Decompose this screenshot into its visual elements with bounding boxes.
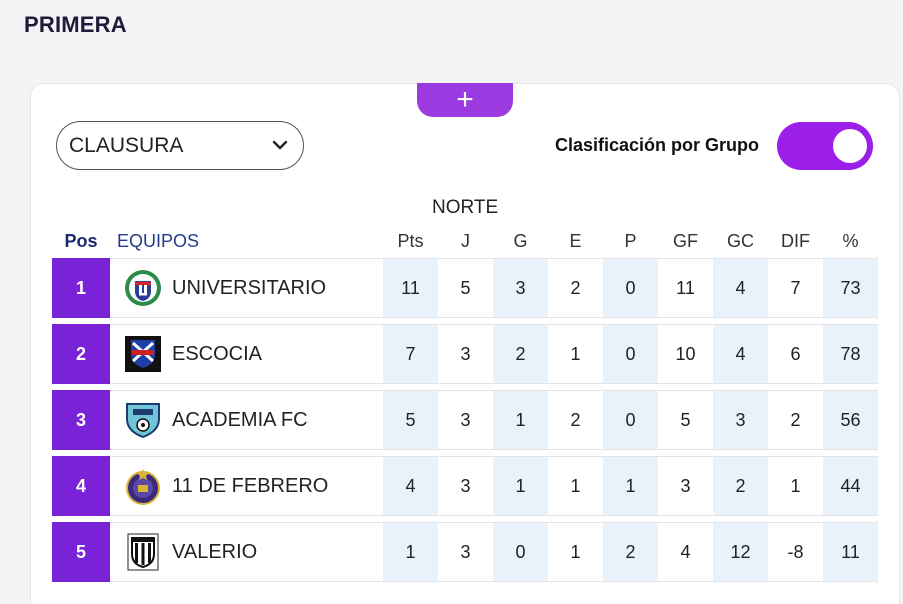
row-pos: 3 (52, 390, 110, 450)
academia-fc-crest-icon (126, 403, 160, 439)
cell-e: 1 (548, 324, 603, 384)
table-row[interactable]: 4 11 DE FEBRERO 4 3 1 1 1 3 2 1 44 (52, 456, 879, 516)
cell-dif: 6 (768, 324, 823, 384)
cell-gc: 3 (713, 390, 768, 450)
cell-pts: 5 (383, 390, 438, 450)
cell-g: 3 (493, 258, 548, 318)
header-j: J (461, 231, 470, 251)
cell-j: 3 (438, 522, 493, 582)
cell-pts: 7 (383, 324, 438, 384)
cell-g: 1 (493, 456, 548, 516)
header-p: P (624, 231, 637, 251)
row-team-name: ESCOCIA (172, 342, 263, 365)
cell-gf: 11 (658, 258, 713, 318)
header-e: E (569, 231, 582, 251)
toggle-knob (833, 129, 867, 163)
universitario-crest-icon (125, 270, 161, 306)
cell-g: 2 (493, 324, 548, 384)
table-row[interactable]: 2 ESCOCIA 7 3 2 1 0 10 4 6 78 (52, 324, 879, 384)
cell-gc: 4 (713, 324, 768, 384)
cell-pct: 78 (823, 324, 878, 384)
escocia-crest-icon (125, 336, 161, 372)
cell-p: 0 (603, 258, 658, 318)
cell-j: 3 (438, 324, 493, 384)
cell-e: 2 (548, 390, 603, 450)
header-pos: Pos (64, 231, 98, 251)
cell-e: 2 (548, 258, 603, 318)
add-button[interactable]: + (417, 83, 513, 117)
cell-gc: 12 (713, 522, 768, 582)
group-toggle-label: Clasificación por Grupo (555, 135, 760, 155)
cell-pct: 11 (823, 522, 878, 582)
header-team: EQUIPOS (117, 231, 200, 251)
row-team: 11 DE FEBRERO (110, 456, 383, 516)
row-team-name: ACADEMIA FC (172, 408, 308, 431)
header-gc: GC (727, 231, 754, 251)
cell-j: 3 (438, 456, 493, 516)
cell-p: 2 (603, 522, 658, 582)
row-team: ESCOCIA (110, 324, 383, 384)
cell-g: 0 (493, 522, 548, 582)
valerio-crest-icon (127, 533, 159, 571)
cell-dif: 7 (768, 258, 823, 318)
row-pos: 4 (52, 456, 110, 516)
cell-dif: 1 (768, 456, 823, 516)
row-pos: 2 (52, 324, 110, 384)
row-team: VALERIO (110, 522, 383, 582)
page-title: PRIMERA (24, 12, 127, 37)
row-team: ACADEMIA FC (110, 390, 383, 450)
cell-gf: 5 (658, 390, 713, 450)
cell-p: 1 (603, 456, 658, 516)
cell-p: 0 (603, 390, 658, 450)
cell-pts: 11 (383, 258, 438, 318)
tournament-select-value: CLAUSURA (69, 133, 184, 157)
header-pct: % (842, 231, 859, 251)
cell-g: 1 (493, 390, 548, 450)
cell-dif: -8 (768, 522, 823, 582)
cell-p: 0 (603, 324, 658, 384)
header-pts: Pts (397, 231, 424, 251)
row-team: UNIVERSITARIO (110, 258, 383, 318)
cell-pct: 44 (823, 456, 878, 516)
tournament-select[interactable]: CLAUSURA (56, 121, 304, 170)
cell-gf: 10 (658, 324, 713, 384)
cell-gc: 2 (713, 456, 768, 516)
header-g: G (513, 231, 528, 251)
row-pos: 5 (52, 522, 110, 582)
table-row[interactable]: 3 ACADEMIA FC 5 3 1 2 0 5 3 2 56 (52, 390, 879, 450)
row-team-name: VALERIO (172, 540, 258, 563)
cell-pts: 4 (383, 456, 438, 516)
row-pos: 1 (52, 258, 110, 318)
cell-e: 1 (548, 522, 603, 582)
header-dif: DIF (781, 231, 810, 251)
chevron-down-icon (272, 140, 288, 150)
cell-pct: 56 (823, 390, 878, 450)
cell-dif: 2 (768, 390, 823, 450)
cell-gf: 3 (658, 456, 713, 516)
table-row[interactable]: 5 VALERIO 1 3 0 1 2 4 12 -8 11 (52, 522, 879, 582)
table-row[interactable]: 1 UNIVERSITARIO 11 5 3 2 0 11 4 7 73 (52, 258, 879, 318)
cell-pct: 73 (823, 258, 878, 318)
cell-gc: 4 (713, 258, 768, 318)
cell-pts: 1 (383, 522, 438, 582)
row-team-name: UNIVERSITARIO (172, 276, 327, 299)
group-toggle[interactable] (777, 122, 873, 170)
cell-j: 3 (438, 390, 493, 450)
cell-j: 5 (438, 258, 493, 318)
cell-e: 1 (548, 456, 603, 516)
11-de-febrero-crest-icon (126, 469, 160, 505)
row-team-name: 11 DE FEBRERO (172, 474, 329, 497)
cell-gf: 4 (658, 522, 713, 582)
header-gf: GF (673, 231, 698, 251)
group-name: NORTE (432, 197, 499, 218)
